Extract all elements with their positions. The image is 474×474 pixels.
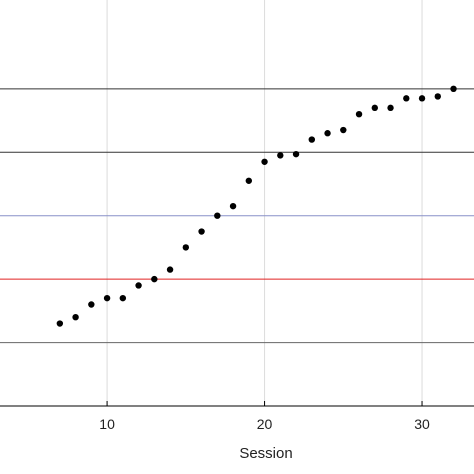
data-point-session-27 [371, 104, 378, 112]
data-point-session-24 [324, 130, 331, 137]
x-tick-label-10: 10 [99, 416, 115, 432]
data-point-session-18 [229, 202, 237, 210]
data-point-session-16 [198, 228, 205, 235]
data-point-session-23 [308, 136, 316, 143]
data-point-session-14 [166, 266, 174, 273]
data-point-session-15 [182, 244, 190, 251]
data-point-session-22 [292, 150, 300, 158]
x-axis-label: Session [239, 445, 292, 462]
data-point-session-20 [261, 158, 268, 165]
data-point-session-26 [355, 110, 363, 118]
data-point-session-17 [214, 212, 221, 219]
data-point-session-7 [56, 320, 64, 327]
data-point-session-21 [277, 152, 284, 159]
x-tick-label-20: 20 [257, 416, 273, 432]
data-point-session-12 [135, 282, 142, 289]
data-point-session-9 [88, 301, 95, 308]
data-point-session-11 [119, 294, 127, 302]
data-point-session-32 [450, 85, 457, 93]
data-point-session-8 [72, 313, 79, 321]
data-point-session-31 [434, 93, 441, 100]
x-axis-ticks: 10 20 30 [99, 401, 430, 432]
data-point-session-28 [387, 104, 394, 112]
grid-layer [106, 0, 423, 406]
x-tick-label-30: 30 [414, 416, 430, 432]
reference-lines [0, 88, 474, 344]
data-point-session-29 [403, 95, 410, 102]
data-points [56, 85, 457, 327]
data-point-session-10 [103, 294, 111, 302]
data-point-session-19 [245, 177, 253, 184]
data-point-session-13 [151, 275, 158, 283]
data-point-session-30 [418, 95, 426, 102]
data-point-session-25 [340, 126, 347, 134]
